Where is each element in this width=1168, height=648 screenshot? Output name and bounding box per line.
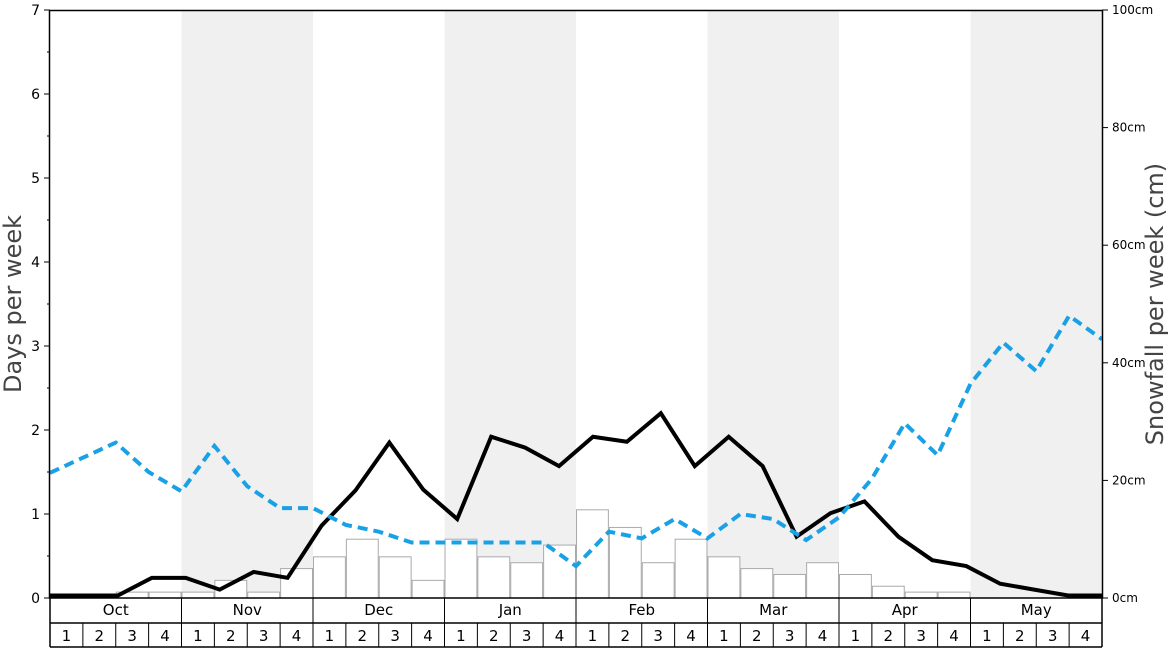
right-axis: 0cm 20cm 40cm 60cm 80cm 100cm [1102, 3, 1153, 605]
month-label: Nov [233, 601, 262, 619]
snowfall-bar [641, 562, 675, 599]
month-label: Dec [364, 601, 393, 619]
month-band [707, 10, 839, 598]
month-label: Feb [628, 601, 655, 619]
week-label: 4 [292, 627, 302, 645]
snowfall-bar [510, 562, 544, 599]
snowfall-bar [608, 526, 642, 599]
week-label: 3 [259, 627, 269, 645]
snowfall-bar [839, 573, 872, 599]
snowfall-bars [115, 509, 971, 599]
week-label: 4 [160, 627, 170, 645]
left-axis: 0 1 2 3 4 5 6 7 [31, 3, 50, 607]
snowfall-bar [313, 556, 346, 599]
week-label: 2 [358, 627, 368, 645]
snowfall-bar [345, 538, 379, 599]
snowfall-bar [247, 591, 281, 599]
right-tick-label: 40cm [1112, 356, 1146, 370]
month-label: Mar [759, 601, 788, 619]
week-label: 3 [653, 627, 663, 645]
week-label: 4 [818, 627, 828, 645]
week-label: 2 [95, 627, 105, 645]
snowfall-bar [148, 591, 182, 599]
week-label: 3 [1048, 627, 1058, 645]
snowfall-bar [411, 579, 445, 599]
week-label: 4 [555, 627, 565, 645]
week-label: 3 [127, 627, 137, 645]
month-label: Jan [498, 601, 522, 619]
left-tick-label: 1 [31, 507, 40, 523]
week-label: 3 [916, 627, 926, 645]
week-label: 1 [456, 627, 466, 645]
week-label: 4 [423, 627, 433, 645]
month-label: May [1021, 601, 1052, 619]
month-band [970, 10, 1102, 598]
snowfall-bar [477, 556, 511, 599]
snowfall-bar [871, 585, 905, 599]
left-tick-label: 0 [31, 591, 40, 607]
snowfall-bar [576, 509, 609, 599]
right-tick-label: 100cm [1112, 3, 1153, 17]
dashed-line [49, 312, 1104, 569]
week-label: 3 [522, 627, 532, 645]
week-label: 4 [949, 627, 959, 645]
right-tick-label: 60cm [1112, 238, 1146, 252]
month-bands [181, 10, 1102, 598]
snowfall-bar [937, 591, 971, 599]
snowfall-bar [378, 556, 412, 599]
left-tick-label: 5 [31, 171, 40, 187]
month-band [444, 10, 576, 598]
snowfall-bar [674, 538, 708, 599]
week-label: 4 [1081, 627, 1091, 645]
snowfall-bar [280, 568, 313, 599]
left-tick-label: 7 [31, 3, 40, 19]
snowfall-bar [904, 591, 938, 599]
week-label: 2 [621, 627, 631, 645]
snowfall-bar [773, 573, 807, 599]
snowfall-bar [740, 568, 774, 599]
week-label: 3 [390, 627, 400, 645]
snowfall-bar [806, 562, 839, 599]
x-axis: Oct Nov Dec Jan Feb Mar Apr May 1 2 3 4 1 2 3 4 1 2 3 4 1 2 3 4… [49, 598, 1103, 648]
week-label: 2 [226, 627, 236, 645]
week-label: 3 [785, 627, 795, 645]
snowfall-bar [543, 544, 576, 599]
day-lines [49, 312, 1104, 598]
left-tick-label: 4 [31, 255, 40, 271]
week-label: 2 [489, 627, 499, 645]
right-axis-title: Snowfall per week (cm) [1141, 163, 1168, 445]
month-band [181, 10, 313, 598]
left-tick-label: 2 [31, 423, 40, 439]
solid-line [50, 410, 1102, 598]
week-label: 2 [1015, 627, 1025, 645]
snowfall-bar [707, 556, 741, 599]
week-label: 1 [325, 627, 335, 645]
week-label: 1 [62, 627, 72, 645]
month-label: Oct [103, 601, 129, 619]
left-tick-label: 3 [31, 339, 40, 355]
right-tick-label: 80cm [1112, 121, 1146, 135]
week-label: 1 [193, 627, 203, 645]
week-label: 1 [851, 627, 861, 645]
week-label: 2 [752, 627, 762, 645]
left-tick-label: 6 [31, 87, 40, 103]
month-label: Apr [892, 601, 919, 619]
right-tick-label: 0cm [1112, 591, 1138, 605]
snowfall-bar [444, 538, 478, 599]
week-label: 1 [719, 627, 729, 645]
left-axis-title: Days per week [0, 215, 27, 393]
right-tick-label: 20cm [1112, 473, 1146, 487]
week-label: 4 [686, 627, 696, 645]
snowfall-bar [181, 591, 215, 599]
week-label: 2 [884, 627, 894, 645]
week-label: 1 [588, 627, 598, 645]
week-label: 1 [982, 627, 992, 645]
